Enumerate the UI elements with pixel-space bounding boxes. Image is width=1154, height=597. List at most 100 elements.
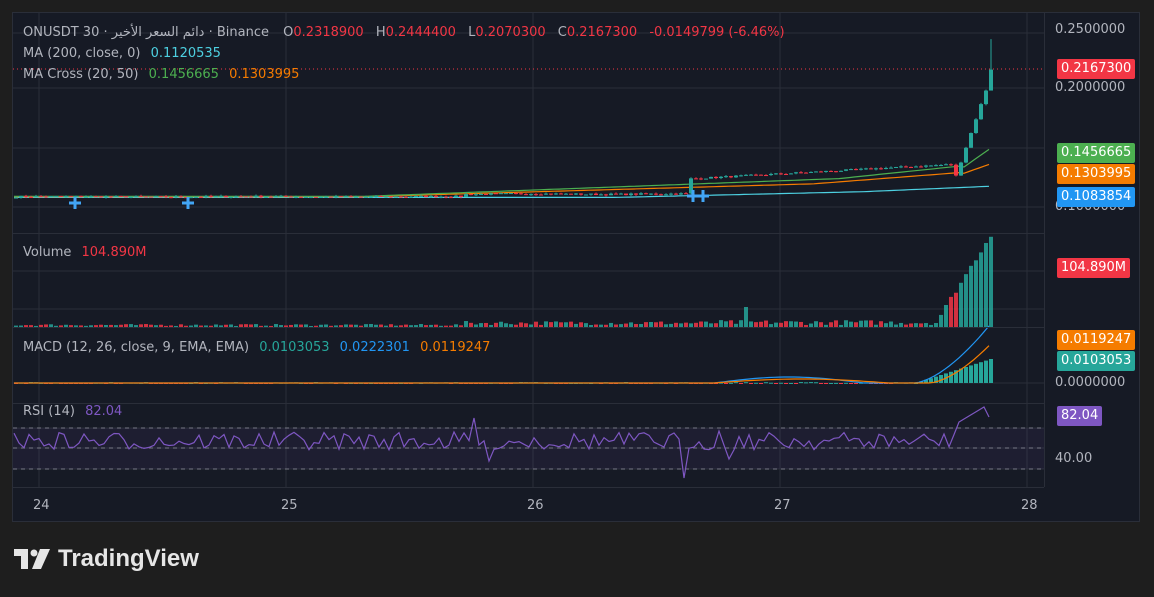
time-tick: 24 [33, 498, 50, 513]
candle-body [659, 194, 663, 196]
candle-body [984, 90, 988, 105]
candle-body [754, 174, 758, 176]
macd-hist-bar [754, 382, 758, 384]
symbol-label[interactable]: ONUSDT 30 [23, 25, 100, 40]
candle-body [254, 195, 258, 198]
candle-body [109, 196, 113, 198]
volume-bar [219, 325, 223, 327]
volume-bar [744, 307, 748, 327]
volume-bar [299, 324, 303, 327]
tradingview-logo[interactable]: TradingView [14, 545, 199, 573]
volume-bar [889, 321, 893, 327]
macd-hist-bar [964, 367, 968, 383]
candle-body [949, 164, 953, 166]
macd-hist-bar [929, 378, 933, 383]
volume-bar [494, 322, 498, 327]
candle-body [624, 193, 628, 196]
macd-hist-bar [744, 382, 748, 384]
candle-body [939, 164, 943, 166]
rsi-label: RSI (14) [23, 404, 75, 419]
candle-body [974, 119, 978, 134]
candle-body [674, 193, 678, 195]
volume-bar [14, 325, 18, 327]
rsi-tag: 82.04 [1057, 406, 1103, 426]
ma200-legend[interactable]: MA (200, close, 0) 0.1120535 [23, 46, 227, 61]
volume-bar [294, 324, 298, 327]
volume-bar [199, 325, 203, 327]
candle-body [59, 196, 63, 198]
price-tick: 0.2500000 [1055, 22, 1126, 37]
volume-bar [364, 324, 368, 327]
macd-hist-bar [799, 382, 803, 384]
volume-bar [829, 322, 833, 327]
time-axis[interactable]: 24 25 26 27 28 [13, 487, 1044, 521]
candle-body [839, 170, 843, 172]
volume-bar [679, 323, 683, 327]
candle-body [874, 168, 878, 170]
macross-slow-value: 0.1303995 [229, 67, 300, 82]
brand-name: TradingView [58, 545, 199, 572]
macross-legend[interactable]: MA Cross (20, 50) 0.1456665 0.1303995 [23, 67, 305, 82]
candle-body [499, 193, 503, 195]
candle-body [644, 193, 648, 195]
volume-bar [969, 265, 973, 327]
candle-body [289, 196, 293, 198]
candle-body [604, 194, 608, 196]
candle-body [549, 193, 553, 195]
candle-body [159, 196, 163, 198]
volume-bar [224, 324, 228, 327]
macd-hist-bar [954, 370, 958, 383]
volume-bar [134, 325, 138, 327]
low-value: L0.2070300 [468, 25, 546, 40]
volume-bar [274, 324, 278, 327]
candle-body [149, 196, 153, 198]
candle-body [134, 196, 138, 198]
rsi-tick: 40.00 [1055, 451, 1093, 466]
candle-body [304, 196, 308, 198]
close-value: C0.2167300 [557, 25, 638, 40]
candle-body [859, 168, 863, 170]
volume-bar [469, 322, 473, 327]
candle-body [34, 196, 38, 198]
volume-bar [359, 325, 363, 327]
candle-body [434, 195, 438, 198]
volume-bar [319, 324, 323, 327]
candle-body [359, 196, 363, 198]
chart-plot-area[interactable]: ONUSDT 30 · دائم السعر الأخير · Binance … [13, 13, 1044, 487]
volume-bar [669, 323, 673, 327]
volume-bar [254, 324, 258, 327]
candle-body [919, 166, 923, 168]
volume-bar [189, 325, 193, 327]
volume-bar [954, 292, 958, 327]
macd-hist-bar [974, 363, 978, 383]
candle-body [759, 174, 763, 176]
volume-bar [559, 322, 563, 327]
macd-hist-bar [719, 382, 723, 384]
volume-bar [864, 320, 868, 327]
volume-bar [114, 325, 118, 327]
volume-bar [934, 323, 938, 327]
candle-body [699, 178, 703, 180]
candle-body [654, 193, 658, 195]
volume-bar [554, 321, 558, 327]
volume-bar [539, 324, 543, 327]
macd-hist-value: 0.0103053 [259, 340, 330, 355]
macd-hist-bar [829, 382, 833, 384]
volume-bar [239, 324, 243, 327]
change-value: -0.0149799 (-6.46%) [649, 25, 785, 40]
candle-body [784, 173, 788, 175]
volume-bar [874, 324, 878, 327]
candle-body [189, 197, 193, 199]
volume-bar [439, 325, 443, 327]
candle-body [869, 168, 873, 170]
volume-legend[interactable]: Volume 104.890M [23, 245, 152, 260]
candle-body [979, 104, 983, 120]
macd-legend[interactable]: MACD (12, 26, close, 9, EMA, EMA) 0.0103… [23, 340, 496, 355]
candle-body [64, 196, 68, 198]
rsi-legend[interactable]: RSI (14) 82.04 [23, 404, 128, 419]
price-axis[interactable]: 0.2500000 0.2000000 0.1000000 0.2167300 … [1044, 13, 1139, 487]
volume-bar [434, 324, 438, 327]
candle-body [524, 194, 528, 196]
volume-bar [959, 282, 963, 327]
volume-bar [349, 324, 353, 327]
